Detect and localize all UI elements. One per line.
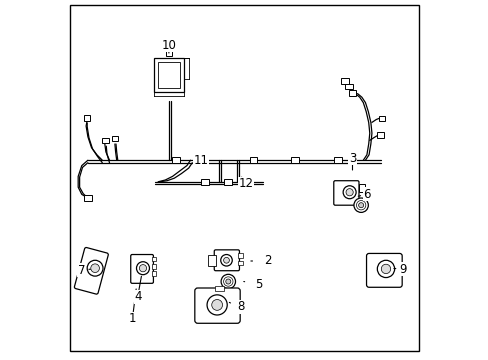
Bar xyxy=(333,157,342,163)
Circle shape xyxy=(346,189,352,196)
Bar xyxy=(208,255,215,266)
Bar xyxy=(348,90,356,96)
Circle shape xyxy=(206,295,227,315)
Bar xyxy=(201,179,208,185)
Circle shape xyxy=(377,260,394,278)
Circle shape xyxy=(136,262,149,275)
FancyBboxPatch shape xyxy=(366,253,401,287)
Bar xyxy=(153,58,183,92)
Bar xyxy=(224,179,232,185)
Bar xyxy=(84,195,92,201)
Bar xyxy=(238,253,243,258)
Bar xyxy=(166,51,171,56)
FancyBboxPatch shape xyxy=(194,288,240,323)
Bar xyxy=(214,286,224,291)
Circle shape xyxy=(358,203,363,208)
Bar xyxy=(102,138,108,143)
Text: 1: 1 xyxy=(129,312,136,325)
Circle shape xyxy=(343,186,355,199)
Bar xyxy=(344,84,352,89)
Bar xyxy=(84,115,90,121)
Text: 8: 8 xyxy=(237,300,244,313)
FancyBboxPatch shape xyxy=(333,181,358,205)
Text: 7: 7 xyxy=(78,264,85,276)
Bar xyxy=(244,179,251,185)
Text: 6: 6 xyxy=(363,188,370,201)
Circle shape xyxy=(223,257,229,263)
Circle shape xyxy=(211,300,222,310)
Text: 4: 4 xyxy=(134,291,142,303)
Text: 11: 11 xyxy=(193,154,208,167)
Bar xyxy=(249,157,257,163)
Circle shape xyxy=(353,198,367,212)
Bar xyxy=(378,116,385,121)
Circle shape xyxy=(223,277,232,286)
Circle shape xyxy=(225,279,230,284)
Circle shape xyxy=(221,274,235,289)
FancyBboxPatch shape xyxy=(130,255,153,283)
Circle shape xyxy=(139,265,146,272)
Text: 2: 2 xyxy=(264,255,271,267)
Text: 5: 5 xyxy=(255,278,262,291)
Text: 9: 9 xyxy=(398,263,406,276)
Bar xyxy=(152,271,156,276)
Bar xyxy=(377,132,383,138)
Bar xyxy=(358,184,365,192)
Circle shape xyxy=(87,260,103,276)
Text: 10: 10 xyxy=(161,39,176,51)
Text: 12: 12 xyxy=(238,177,253,190)
Circle shape xyxy=(356,201,365,210)
Text: 3: 3 xyxy=(348,152,355,165)
Bar xyxy=(340,78,348,84)
Bar xyxy=(290,157,298,163)
Bar xyxy=(112,136,118,141)
Bar xyxy=(152,257,156,261)
Circle shape xyxy=(220,255,232,266)
Circle shape xyxy=(381,264,390,274)
Bar xyxy=(158,62,179,88)
Circle shape xyxy=(91,264,99,273)
Bar xyxy=(172,157,180,163)
Bar xyxy=(238,261,243,265)
FancyBboxPatch shape xyxy=(214,250,239,271)
FancyBboxPatch shape xyxy=(74,247,108,294)
Bar xyxy=(152,264,156,269)
